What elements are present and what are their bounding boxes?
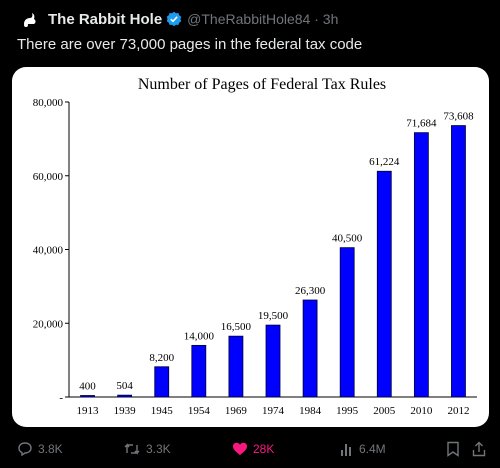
- action-bar: 3.8K 3.3K 28K 6.4M: [0, 437, 500, 461]
- bookmark-button[interactable]: [446, 437, 465, 461]
- x-tick-label: 2010: [410, 405, 433, 417]
- data-label: 26,300: [295, 285, 326, 297]
- data-label: 61,224: [369, 156, 400, 168]
- heart-icon: [233, 442, 247, 455]
- views-button[interactable]: 6.4M: [340, 437, 386, 461]
- data-label: 400: [79, 381, 96, 393]
- retweet-icon: [124, 443, 140, 455]
- bar: [228, 335, 244, 398]
- avatar[interactable]: [18, 8, 40, 30]
- x-tick-label: 1984: [299, 405, 322, 417]
- x-tick-label: 1969: [225, 405, 248, 417]
- chart-image[interactable]: Number of Pages of Federal Tax Rules - 20…: [12, 67, 489, 427]
- data-label: 19,500: [258, 310, 289, 322]
- handle-and-time[interactable]: @TheRabbitHole84 · 3h: [187, 11, 339, 27]
- x-tick-label: 1954: [188, 405, 211, 417]
- data-label: 40,500: [332, 233, 363, 245]
- data-label: 504: [116, 380, 133, 392]
- y-tick-label: 60,000: [33, 171, 64, 183]
- x-tick-label: 1945: [151, 405, 174, 417]
- reply-button[interactable]: 3.8K: [17, 437, 63, 461]
- data-label: 14,000: [184, 330, 215, 342]
- bookmark-icon: [447, 441, 459, 457]
- x-tick-label: 1913: [77, 405, 100, 417]
- chart-bars: 400 504 8,200 14,000 16,500 19,500 26,300 40,50…: [79, 111, 474, 398]
- data-label: 73,608: [443, 111, 474, 123]
- views-count: 6.4M: [359, 442, 386, 456]
- chart-axes: - 20,000 40,000 60,000 80,000 1913 1939 1945 195…: [33, 97, 477, 417]
- bar: [339, 247, 355, 398]
- bar: [117, 394, 133, 398]
- x-tick-label: 1995: [336, 405, 359, 417]
- retweet-count: 3.3K: [146, 442, 171, 456]
- chart-title: Number of Pages of Federal Tax Rules: [138, 76, 386, 93]
- author-name[interactable]: The Rabbit Hole: [48, 10, 163, 28]
- views-chart-icon: [341, 444, 351, 456]
- reply-icon: [18, 442, 32, 457]
- x-tick-label: 1939: [114, 405, 137, 417]
- bar: [80, 395, 95, 398]
- bar-chart: Number of Pages of Federal Tax Rules - 20…: [33, 76, 477, 417]
- bar: [191, 344, 207, 398]
- share-icon: [472, 441, 486, 457]
- tweet-text: There are over 73,000 pages in the feder…: [17, 36, 363, 53]
- tweet-header: The Rabbit Hole @TheRabbitHole84 · 3h: [18, 7, 488, 31]
- data-label: 71,684: [406, 118, 437, 130]
- y-tick-label: -: [59, 392, 63, 404]
- bar: [302, 299, 318, 398]
- x-tick-label: 1974: [262, 405, 285, 417]
- verified-badge-icon: [166, 11, 182, 27]
- like-button[interactable]: 28K: [232, 437, 274, 461]
- bar: [265, 324, 281, 398]
- rabbit-logo-icon: [24, 13, 36, 27]
- bar: [154, 366, 170, 398]
- bar: [376, 170, 392, 398]
- reply-count: 3.8K: [38, 442, 63, 456]
- bar: [451, 125, 466, 398]
- x-tick-label: 2005: [373, 405, 396, 417]
- like-count: 28K: [253, 442, 275, 456]
- data-label: 8,200: [149, 352, 174, 364]
- y-tick-label: 40,000: [33, 245, 64, 257]
- data-label: 16,500: [221, 321, 252, 333]
- bar: [413, 132, 429, 398]
- x-tick-label: 2012: [447, 405, 469, 417]
- share-button[interactable]: [472, 437, 491, 461]
- retweet-button[interactable]: 3.3K: [123, 437, 171, 461]
- y-tick-label: 20,000: [33, 318, 64, 330]
- y-tick-label: 80,000: [33, 97, 64, 109]
